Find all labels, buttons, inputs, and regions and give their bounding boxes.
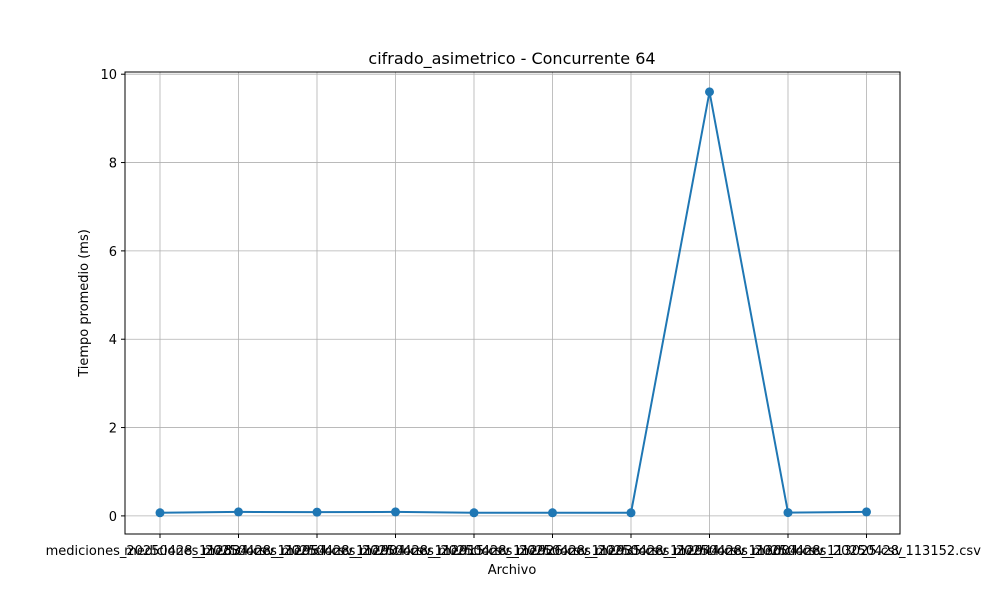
x-axis-ticks: mediciones_20250428_112834.csvmediciones… (46, 534, 981, 559)
x-tick-label: mediciones_20250428_113025.csv (674, 544, 903, 559)
x-tick-label: mediciones_20250428_112904.csv (203, 544, 432, 559)
y-tick-label: 10 (100, 68, 117, 83)
data-point (626, 508, 636, 518)
x-tick-label: mediciones_20250428_113004.csv (595, 544, 824, 559)
data-point (469, 508, 479, 518)
x-tick-label: mediciones_20250428_112935.csv (438, 544, 667, 559)
x-axis-label: Archivo (488, 563, 537, 578)
data-point (783, 508, 793, 518)
y-tick-label: 0 (109, 510, 117, 525)
y-tick-label: 2 (109, 422, 117, 437)
data-point (391, 507, 400, 517)
data-point (705, 87, 714, 97)
y-tick-label: 4 (109, 333, 117, 348)
x-tick-label: mediciones_20250428_112834.csv (46, 544, 275, 559)
data-point (155, 508, 165, 518)
data-point (312, 507, 322, 517)
y-axis-label: Tiempo promedio (ms) (77, 229, 92, 378)
chart-title: cifrado_asimetrico - Concurrente 64 (368, 49, 655, 69)
x-tick-label: mediciones_20250428_112926.csv (360, 544, 589, 559)
x-tick-label: mediciones_20250428_113152.csv (752, 544, 981, 559)
series-layer (155, 87, 871, 518)
y-axis-ticks: 0 2 4 6 8 10 (100, 68, 125, 525)
data-point (548, 508, 557, 518)
series-line (159, 91, 867, 514)
data-point (862, 507, 871, 517)
x-tick-label: mediciones_20250428_112944.csv (517, 544, 746, 559)
y-tick-label: 6 (109, 245, 117, 260)
y-tick-label: 8 (109, 157, 117, 172)
x-tick-label: mediciones_20250428_112915.csv (281, 544, 510, 559)
data-point (234, 507, 243, 517)
plot-frame (124, 71, 901, 535)
grid (125, 72, 900, 534)
x-tick-label: mediciones_20250428_112954.csv (124, 544, 353, 559)
